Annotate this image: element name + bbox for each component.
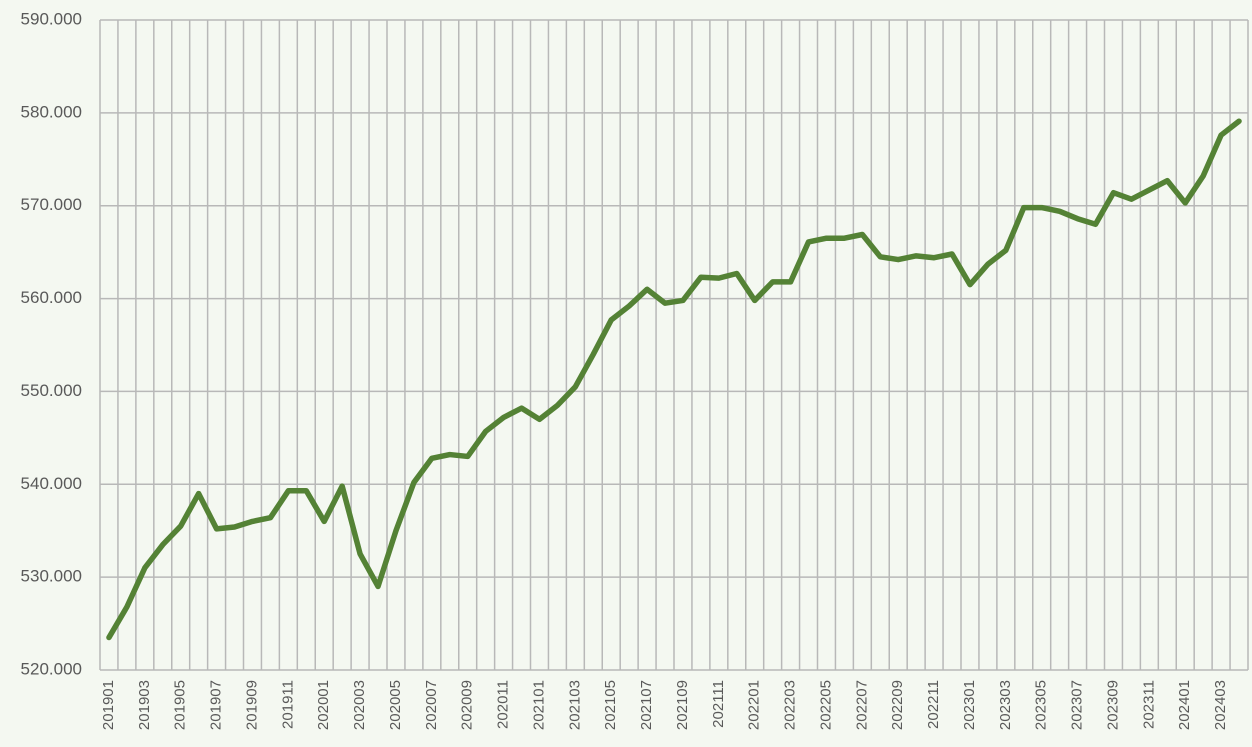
- x-tick-label: 202107: [638, 680, 655, 730]
- x-tick-label: 202209: [889, 680, 906, 730]
- x-tick-label: 202305: [1033, 680, 1050, 730]
- x-tick-label: 202211: [925, 680, 942, 729]
- y-tick-label: 560.000: [21, 288, 82, 307]
- x-tick-label: 201903: [136, 680, 153, 730]
- y-tick-label: 520.000: [21, 659, 82, 678]
- x-tick-label: 202011: [495, 680, 512, 729]
- x-tick-label: 202403: [1212, 680, 1229, 730]
- x-tick-label: 202111: [710, 680, 727, 728]
- x-tick-label: 202003: [351, 680, 368, 730]
- x-tick-label: 202207: [853, 680, 870, 730]
- data-line: [106, 118, 1242, 641]
- x-tick-label: 202105: [602, 680, 619, 730]
- x-tick-label: 202309: [1104, 680, 1121, 730]
- x-tick-label: 202001: [315, 680, 332, 730]
- x-tick-label: 201909: [243, 680, 260, 730]
- y-tick-label: 550.000: [21, 381, 82, 400]
- x-tick-label: 202005: [387, 680, 404, 730]
- x-tick-label: 202101: [530, 680, 547, 730]
- x-tick-label: 201905: [172, 680, 189, 730]
- x-tick-label: 202009: [459, 680, 476, 730]
- x-tick-label: 201911: [279, 680, 296, 729]
- x-tick-label: 202201: [746, 680, 763, 730]
- y-tick-label: 590.000: [21, 9, 82, 28]
- y-tick-label: 570.000: [21, 195, 82, 214]
- x-tick-label: 201907: [208, 680, 225, 730]
- y-tick-label: 540.000: [21, 474, 82, 493]
- x-tick-label: 202205: [817, 680, 834, 730]
- x-tick-label: 202007: [423, 680, 440, 730]
- x-tick-label: 202401: [1176, 680, 1193, 730]
- x-tick-label: 202307: [1069, 680, 1086, 730]
- x-tick-label: 202301: [961, 680, 978, 730]
- x-tick-label: 202203: [782, 680, 799, 730]
- x-tick-label: 202303: [997, 680, 1014, 730]
- x-tick-label: 202311: [1140, 680, 1157, 729]
- x-tick-label: 202103: [566, 680, 583, 730]
- x-tick-label: 201901: [100, 680, 117, 730]
- x-tick-label: 202109: [674, 680, 691, 730]
- y-tick-label: 580.000: [21, 102, 82, 121]
- y-tick-label: 530.000: [21, 567, 82, 586]
